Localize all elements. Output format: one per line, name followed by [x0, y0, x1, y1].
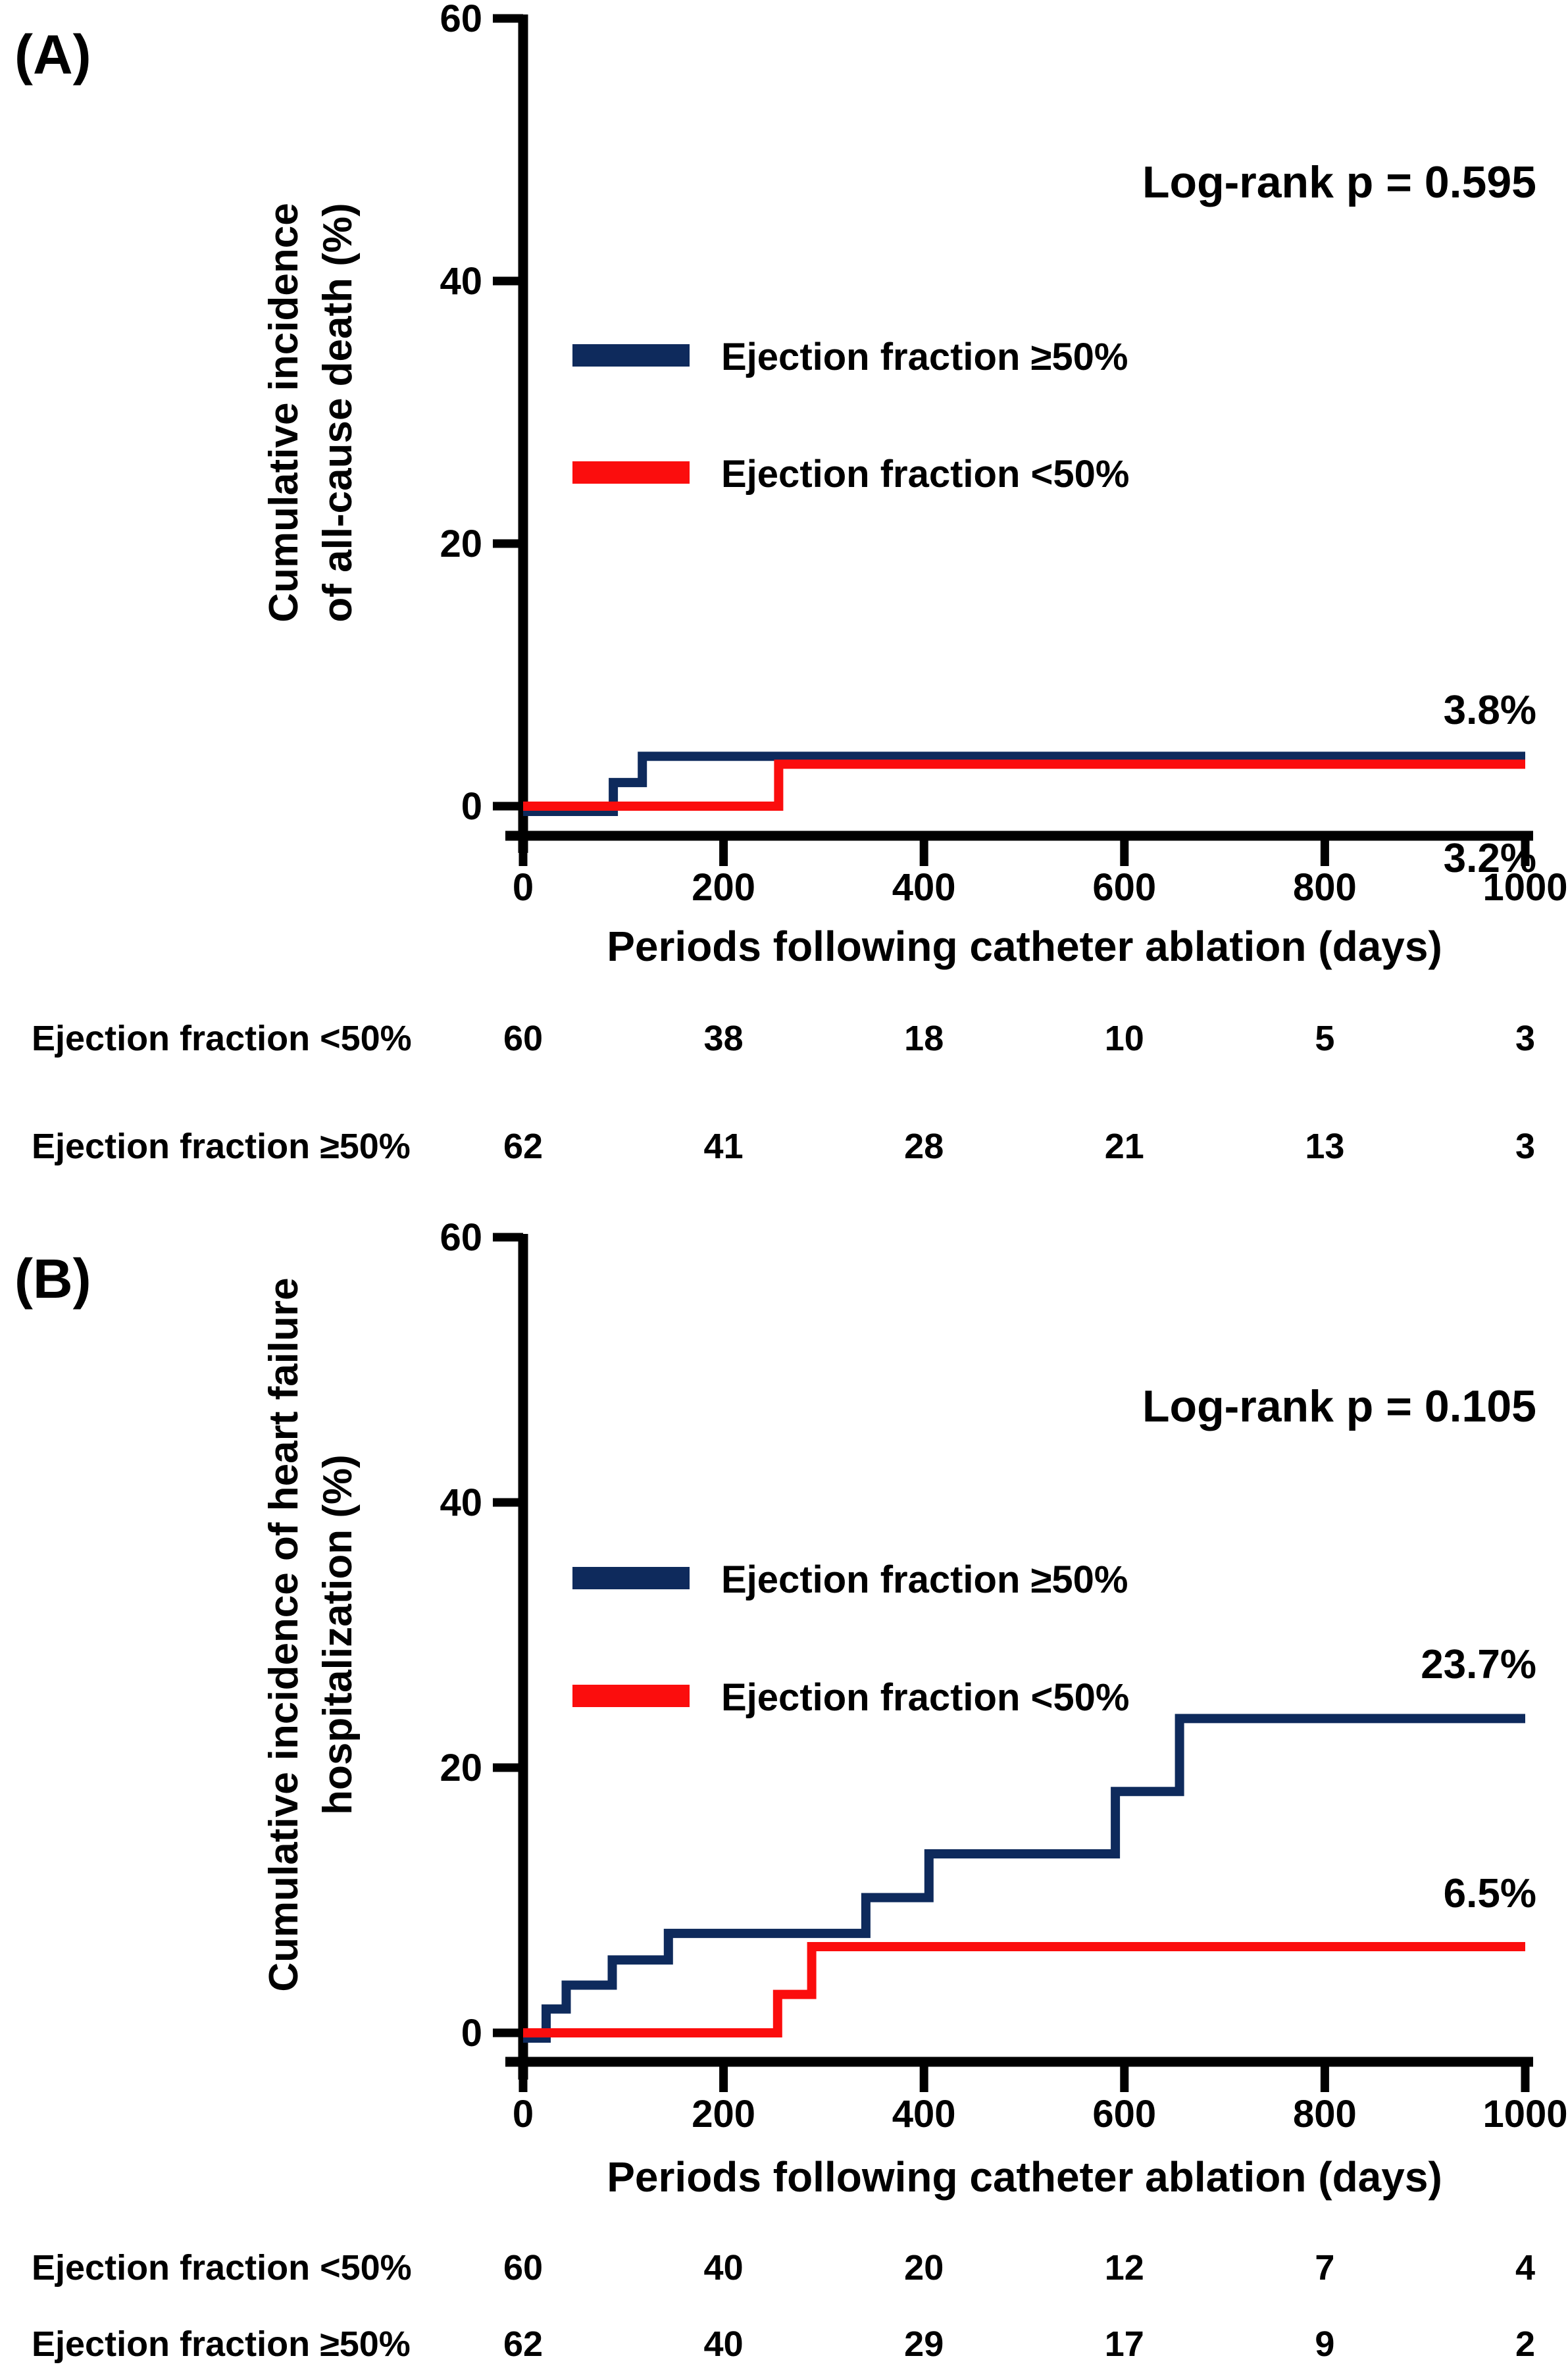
panel-a-y-axis-title: Cumulative incidence of all-cause death … — [261, 203, 361, 622]
panel-a-legend: Ejection fraction ≥50% Ejection fraction… — [572, 336, 1129, 496]
legend-swatch-ef-ge50 — [572, 344, 690, 367]
risk-count: 12 — [1105, 2248, 1144, 2288]
risk-count: 13 — [1305, 1127, 1344, 1166]
risk-count: 62 — [503, 1127, 543, 1166]
panel-a-ylabel-line2: of all-cause death (%) — [315, 203, 361, 622]
x-tick-label: 200 — [692, 866, 755, 909]
panel-a-letter: (A) — [14, 24, 91, 86]
risk-count: 5 — [1315, 1019, 1334, 1058]
legend-label-ef-lt50: Ejection fraction <50% — [721, 453, 1129, 496]
panel-b-legend: Ejection fraction ≥50% Ejection fraction… — [572, 1558, 1129, 1719]
panel-b: (B) Log-rank p = 0.105 Cumulative incide… — [14, 1216, 1568, 2364]
y-tick-label: 60 — [440, 1216, 482, 1259]
risk-row-label: Ejection fraction ≥50% — [32, 1127, 411, 1166]
risk-count: 28 — [904, 1127, 944, 1166]
x-tick-label: 1000 — [1482, 866, 1567, 909]
x-tick-label: 1000 — [1482, 2093, 1567, 2136]
risk-row-label: Ejection fraction ≥50% — [32, 2324, 411, 2364]
x-tick-label: 600 — [1092, 2093, 1156, 2136]
risk-count: 18 — [904, 1019, 944, 1058]
panel-b-final-value-red: 6.5% — [1444, 1871, 1536, 1916]
x-tick-label: 600 — [1092, 866, 1156, 909]
y-tick-label: 40 — [440, 260, 482, 303]
y-tick-label: 40 — [440, 1481, 482, 1524]
panel-a-curves — [523, 752, 1525, 816]
x-tick-label: 800 — [1293, 866, 1357, 909]
panel-b-letter: (B) — [14, 1248, 91, 1310]
risk-count: 9 — [1315, 2324, 1334, 2364]
risk-count: 29 — [904, 2324, 944, 2364]
panel-b-ylabel-line1: Cumulative incidence of heart failure — [261, 1277, 307, 1991]
panel-a-x-axis-title: Periods following catheter ablation (day… — [607, 923, 1442, 970]
legend-label-ef-lt50: Ejection fraction <50% — [721, 1676, 1129, 1719]
risk-count: 41 — [704, 1127, 744, 1166]
risk-count: 10 — [1105, 1019, 1144, 1058]
panel-b-logrank-text: Log-rank p = 0.105 — [1142, 1381, 1536, 1431]
series-curve-ef-lt50 — [523, 759, 1525, 811]
legend-swatch-ef-ge50 — [572, 1567, 690, 1589]
y-tick-label: 20 — [440, 1747, 482, 1789]
panel-b-ylabel-line2: hospitalization (%) — [315, 1454, 361, 1815]
risk-count: 21 — [1105, 1127, 1144, 1166]
y-tick-label: 20 — [440, 523, 482, 565]
risk-count: 3 — [1515, 1019, 1535, 1058]
x-tick-label: 800 — [1293, 2093, 1357, 2136]
panel-b-risk-table: Ejection fraction <50% 60 40 20 12 7 4 Ejection… — [32, 2248, 1535, 2364]
panel-a-logrank-text: Log-rank p = 0.595 — [1142, 157, 1536, 207]
series-curve-ef-lt50 — [523, 1942, 1525, 2037]
panel-a-risk-table: Ejection fraction <50% 60 38 18 10 5 3 Ejection… — [32, 1019, 1535, 1166]
panel-b-y-axis-title: Cumulative incidence of heart failure ho… — [261, 1277, 361, 1991]
series-curve-ef-ge50 — [523, 1714, 1525, 2043]
risk-row-label: Ejection fraction <50% — [32, 2248, 412, 2288]
x-tick-label: 400 — [892, 2093, 956, 2136]
x-tick-label: 400 — [892, 866, 956, 909]
panel-a-ylabel-line1: Cumulative incidence — [261, 203, 307, 622]
risk-count: 7 — [1315, 2248, 1334, 2288]
x-tick-label: 200 — [692, 2093, 755, 2136]
risk-count: 20 — [904, 2248, 944, 2288]
y-tick-label: 60 — [440, 0, 482, 40]
legend-swatch-ef-lt50 — [572, 461, 690, 484]
risk-count: 40 — [704, 2248, 744, 2288]
panel-a-final-value-red: 3.2% — [1444, 836, 1536, 881]
risk-count: 62 — [503, 2324, 543, 2364]
y-tick-label: 0 — [461, 2012, 482, 2055]
x-tick-label: 0 — [513, 2093, 534, 2136]
series-curve-ef-ge50 — [523, 752, 1525, 816]
legend-swatch-ef-lt50 — [572, 1685, 690, 1707]
risk-count: 17 — [1105, 2324, 1144, 2364]
risk-count: 3 — [1515, 1127, 1535, 1166]
legend-label-ef-ge50: Ejection fraction ≥50% — [721, 1558, 1128, 1601]
panel-b-curves — [523, 1714, 1525, 2043]
risk-count: 40 — [704, 2324, 744, 2364]
y-tick-label: 0 — [461, 785, 482, 828]
risk-count: 38 — [704, 1019, 744, 1058]
legend-label-ef-ge50: Ejection fraction ≥50% — [721, 336, 1128, 378]
panel-b-final-value-navy: 23.7% — [1421, 1642, 1536, 1687]
x-tick-label: 0 — [513, 866, 534, 909]
risk-row-label: Ejection fraction <50% — [32, 1019, 412, 1058]
risk-count: 60 — [503, 2248, 543, 2288]
panel-a: (A) Log-rank p = 0.595 Cumulative incide… — [14, 0, 1568, 1166]
risk-count: 2 — [1515, 2324, 1535, 2364]
panel-b-x-axis-title: Periods following catheter ablation (day… — [607, 2153, 1442, 2201]
panel-a-final-value-navy: 3.8% — [1444, 688, 1536, 733]
risk-count: 60 — [503, 1019, 543, 1058]
risk-count: 4 — [1515, 2248, 1535, 2288]
